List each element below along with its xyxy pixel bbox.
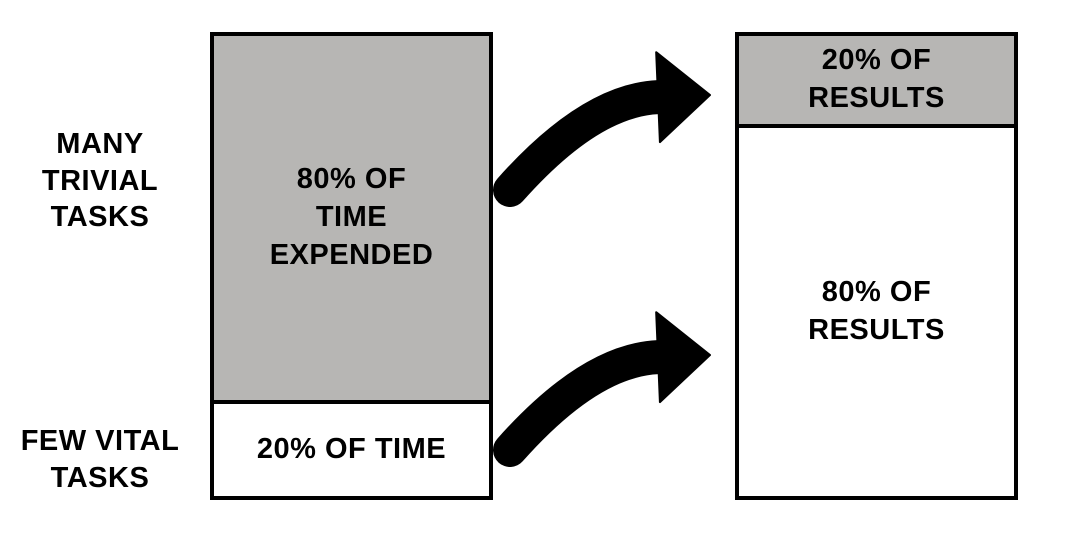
arrow-bottom-icon	[0, 0, 1080, 535]
